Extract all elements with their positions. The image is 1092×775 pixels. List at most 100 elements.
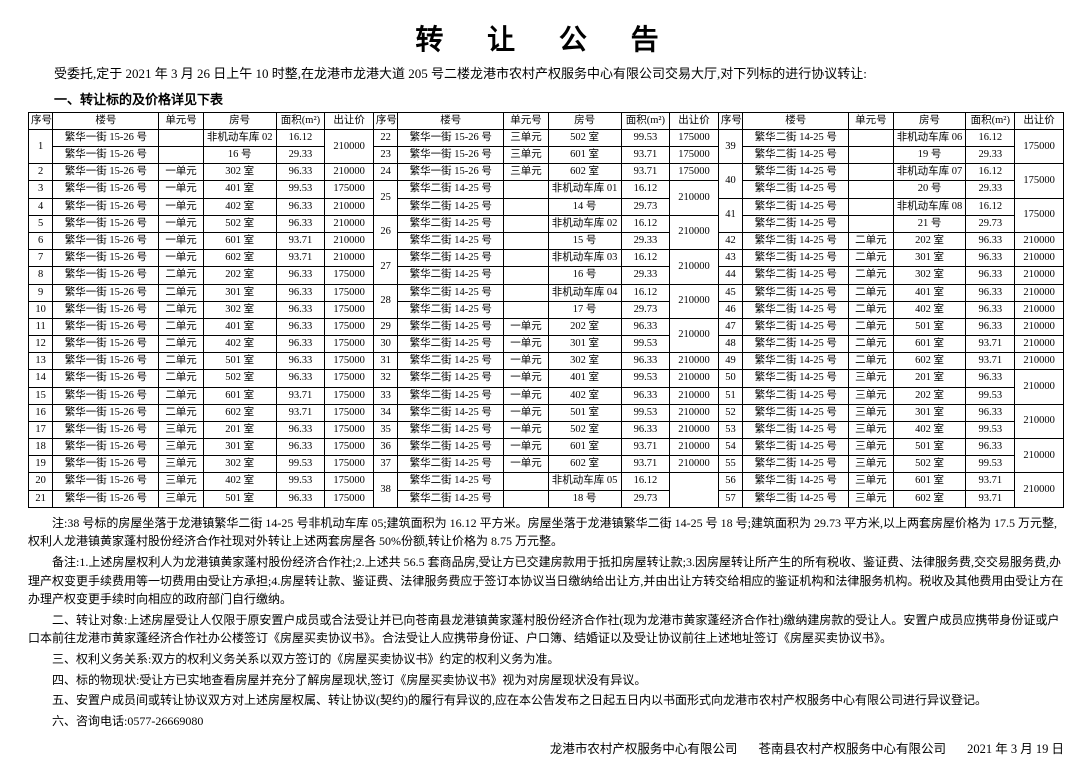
cell-unit	[504, 198, 548, 215]
cell-room: 601 室	[203, 233, 276, 250]
cell-unit	[849, 198, 893, 215]
cell-price: 175000	[325, 456, 374, 473]
cell-room: 301 室	[893, 404, 966, 421]
cell-area: 96.33	[621, 353, 670, 370]
table-row: 繁华一街 15-26 号16 号29.3323繁华一街 15-26 号三单元60…	[29, 147, 1064, 164]
cell-building: 繁华二街 14-25 号	[743, 456, 849, 473]
cell-room: 非机动车库 04	[548, 284, 621, 301]
cell-seq: 16	[29, 404, 53, 421]
cell-room: 401 室	[893, 284, 966, 301]
cell-unit	[159, 147, 203, 164]
cell-building: 繁华一街 15-26 号	[398, 164, 504, 181]
cell-building: 繁华二街 14-25 号	[743, 198, 849, 215]
cell-seq: 37	[373, 456, 397, 473]
cell-area: 93.71	[621, 147, 670, 164]
cell-unit: 一单元	[504, 318, 548, 335]
footer-org2: 苍南县农村产权服务中心有限公司	[758, 742, 946, 756]
cell-unit: 二单元	[849, 284, 893, 301]
cell-area: 99.53	[621, 404, 670, 421]
cell-seq: 22	[373, 129, 397, 146]
cell-room: 非机动车库 05	[548, 473, 621, 490]
cell-price: 210000	[1015, 336, 1064, 353]
cell-area: 29.33	[621, 233, 670, 250]
h-room: 房号	[203, 112, 276, 129]
h-building: 楼号	[53, 112, 159, 129]
table-row: 18繁华一街 15-26 号三单元301 室96.3317500036繁华二街 …	[29, 439, 1064, 456]
cell-area: 96.33	[966, 284, 1015, 301]
cell-area: 16.12	[276, 129, 325, 146]
cell-unit: 二单元	[159, 284, 203, 301]
cell-price: 210000	[325, 250, 374, 267]
page-title: 转 让 公 告	[28, 18, 1064, 58]
cell-unit: 二单元	[849, 318, 893, 335]
cell-building: 繁华一街 15-26 号	[53, 147, 159, 164]
cell-price: 210000	[1015, 233, 1064, 250]
cell-price: 175000	[325, 421, 374, 438]
cell-area: 99.53	[621, 336, 670, 353]
cell-unit: 三单元	[504, 164, 548, 181]
cell-price: 210000	[1015, 473, 1064, 507]
cell-room: 601 室	[548, 439, 621, 456]
cell-seq: 41	[718, 198, 742, 232]
cell-area: 96.33	[966, 370, 1015, 387]
cell-building: 繁华一街 15-26 号	[53, 164, 159, 181]
cell-room: 302 室	[548, 353, 621, 370]
cell-seq: 4	[29, 198, 53, 215]
cell-seq: 53	[718, 421, 742, 438]
cell-seq: 13	[29, 353, 53, 370]
cell-room: 301 室	[203, 284, 276, 301]
cell-unit	[849, 215, 893, 232]
cell-area: 96.33	[276, 198, 325, 215]
cell-price: 210000	[325, 164, 374, 181]
table-row: 12繁华一街 15-26 号二单元402 室96.3317500030繁华二街 …	[29, 336, 1064, 353]
cell-unit: 一单元	[504, 336, 548, 353]
cell-area: 29.73	[621, 198, 670, 215]
cell-price: 210000	[325, 215, 374, 232]
cell-area: 96.33	[276, 318, 325, 335]
cell-seq: 30	[373, 336, 397, 353]
cell-area: 96.33	[966, 318, 1015, 335]
cell-seq: 5	[29, 215, 53, 232]
cell-unit: 二单元	[159, 336, 203, 353]
h-room: 房号	[893, 112, 966, 129]
cell-area: 16.12	[621, 181, 670, 198]
cell-seq: 11	[29, 318, 53, 335]
cell-unit: 一单元	[159, 181, 203, 198]
cell-area: 96.33	[621, 421, 670, 438]
cell-room: 301 室	[203, 439, 276, 456]
table-row: 9繁华一街 15-26 号二单元301 室96.3317500028繁华二街 1…	[29, 284, 1064, 301]
cell-building: 繁华二街 14-25 号	[398, 318, 504, 335]
cell-room: 21 号	[893, 215, 966, 232]
cell-price: 175000	[325, 181, 374, 198]
cell-unit: 二单元	[849, 233, 893, 250]
cell-building: 繁华二街 14-25 号	[398, 421, 504, 438]
cell-seq: 23	[373, 147, 397, 164]
cell-area: 96.33	[621, 387, 670, 404]
cell-unit: 一单元	[504, 353, 548, 370]
cell-building: 繁华一街 15-26 号	[53, 284, 159, 301]
cell-room: 601 室	[893, 473, 966, 490]
notes-block: 注:38 号标的房屋坐落于龙港镇繁华二街 14-25 号非机动车库 05;建筑面…	[28, 514, 1064, 731]
note-paragraph: 备注:1.上述房屋权利人为龙港镇黄家蓬村股份经济合作社;2.上述共 56.5 套…	[28, 553, 1064, 609]
cell-seq: 45	[718, 284, 742, 301]
cell-unit	[849, 181, 893, 198]
cell-building: 繁华二街 14-25 号	[743, 439, 849, 456]
table-row: 20繁华一街 15-26 号三单元402 室99.5317500038繁华二街 …	[29, 473, 1064, 490]
cell-area: 96.33	[276, 439, 325, 456]
cell-seq: 38	[373, 473, 397, 507]
cell-seq: 43	[718, 250, 742, 267]
cell-unit: 三单元	[159, 421, 203, 438]
cell-building: 繁华二街 14-25 号	[398, 267, 504, 284]
cell-room: 501 室	[203, 490, 276, 507]
cell-room: 302 室	[203, 301, 276, 318]
cell-price: 210000	[670, 250, 719, 284]
cell-building: 繁华二街 14-25 号	[743, 421, 849, 438]
cell-price: 175000	[670, 164, 719, 181]
cell-room: 20 号	[893, 181, 966, 198]
cell-area: 93.71	[966, 353, 1015, 370]
cell-price: 175000	[325, 404, 374, 421]
cell-seq: 52	[718, 404, 742, 421]
cell-price: 210000	[1015, 250, 1064, 267]
cell-room: 201 室	[203, 421, 276, 438]
cell-room: 14 号	[548, 198, 621, 215]
